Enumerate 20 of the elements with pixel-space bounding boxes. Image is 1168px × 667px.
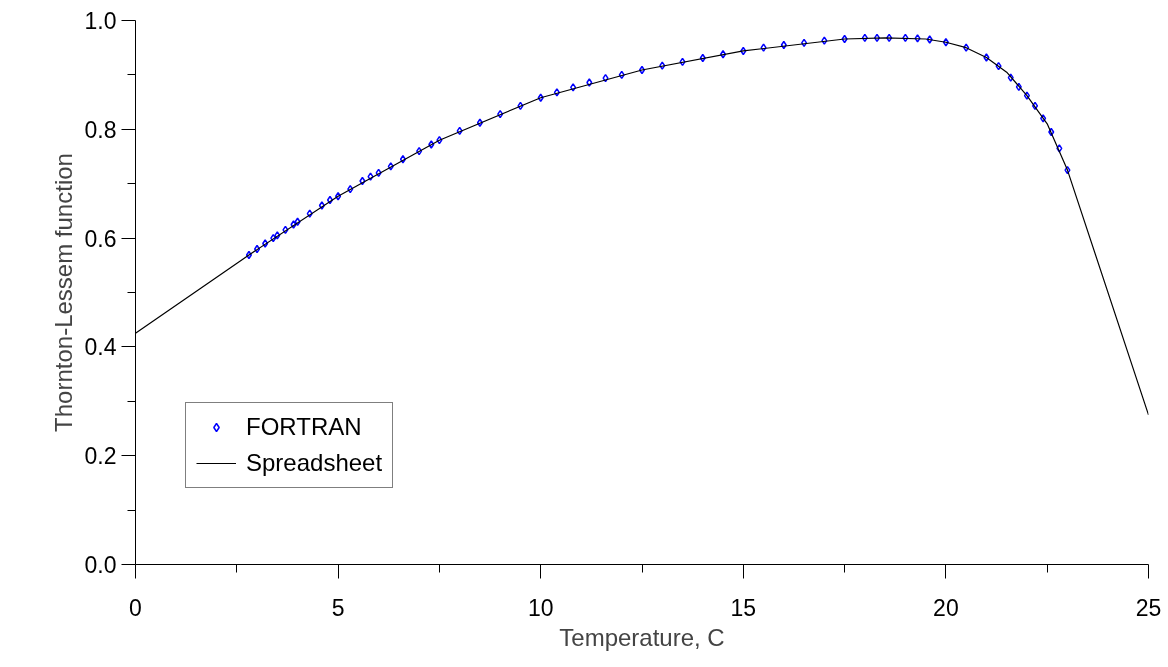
x-tick-label: 20 [933,594,959,621]
y-tick-label: 0.0 [84,552,117,578]
legend-label: Spreadsheet [246,449,383,477]
y-axis-title: Thornton-Lessem function [49,153,77,432]
x-tick-label: 5 [331,594,345,621]
y-tick-label: 0.4 [84,334,117,361]
x-axis-title: Temperature, C [559,623,725,651]
point [476,118,483,128]
point [638,65,646,75]
point [253,244,261,254]
x-tick-label: 25 [1135,594,1162,621]
y-tick-label: 0.8 [84,116,117,143]
x-tick-label: 10 [527,594,554,621]
legend-label: FORTRAN [246,413,362,441]
y-tick-label: 1.0 [84,8,117,34]
x-tick-label: 0 [129,594,142,621]
x-tick-label: 15 [730,594,757,621]
y-tick-label: 0.2 [84,443,117,470]
y-tick-label: 0.6 [84,225,117,252]
point [963,43,970,52]
